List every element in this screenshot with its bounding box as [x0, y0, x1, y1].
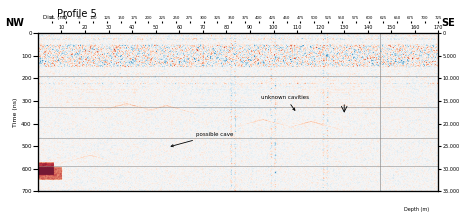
- Text: possible cave: possible cave: [171, 132, 233, 147]
- Text: Dist. (m): Dist. (m): [43, 15, 67, 20]
- Text: unknown cavities: unknown cavities: [261, 95, 310, 110]
- Text: NW: NW: [5, 18, 24, 28]
- Text: SE: SE: [441, 18, 455, 28]
- Y-axis label: Time (ns): Time (ns): [13, 97, 18, 127]
- Text: unknown
cavity: unknown cavity: [0, 219, 1, 220]
- Text: cave: cave: [0, 219, 1, 220]
- Text: Profile 5: Profile 5: [57, 9, 97, 19]
- Text: Depth (m): Depth (m): [404, 207, 429, 212]
